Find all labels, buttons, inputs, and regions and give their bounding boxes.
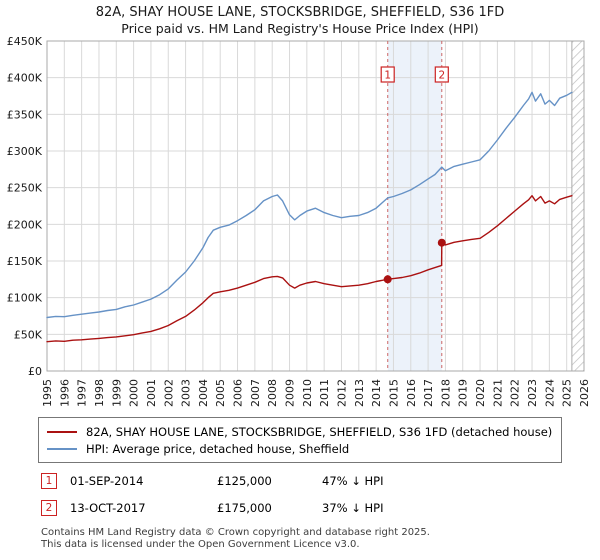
legend-label-property: 82A, SHAY HOUSE LANE, STOCKSBRIDGE, SHEF… (86, 424, 553, 439)
svg-text:2025: 2025 (561, 379, 574, 407)
legend-item-hpi: HPI: Average price, detached house, Shef… (47, 440, 553, 457)
svg-text:1999: 1999 (110, 379, 123, 407)
property-line-swatch (47, 430, 77, 433)
footer-line-1: Contains HM Land Registry data © Crown c… (41, 527, 430, 538)
transaction-2-hpi-delta: 37% ↓ HPI (322, 501, 384, 515)
svg-text:1995: 1995 (41, 379, 54, 407)
svg-text:2005: 2005 (214, 379, 227, 407)
svg-text:2003: 2003 (180, 379, 193, 407)
svg-text:2: 2 (438, 70, 445, 82)
transaction-2-price: £175,000 (217, 501, 272, 515)
svg-text:£0: £0 (28, 365, 42, 378)
svg-text:2017: 2017 (422, 379, 435, 407)
svg-text:2022: 2022 (509, 379, 522, 407)
svg-text:1996: 1996 (58, 379, 71, 407)
svg-text:2008: 2008 (266, 379, 279, 407)
legend-item-property: 82A, SHAY HOUSE LANE, STOCKSBRIDGE, SHEF… (47, 423, 553, 440)
footer-line-2: This data is licensed under the Open Gov… (41, 539, 360, 550)
hpi-line-swatch (47, 447, 77, 450)
svg-text:2013: 2013 (353, 379, 366, 407)
svg-text:2021: 2021 (491, 379, 504, 407)
svg-text:£300K: £300K (7, 145, 43, 158)
page-title: 82A, SHAY HOUSE LANE, STOCKSBRIDGE, SHEF… (95, 5, 505, 20)
page-subtitle: Price paid vs. HM Land Registry's House … (121, 21, 479, 36)
svg-text:2006: 2006 (232, 379, 245, 407)
svg-text:2018: 2018 (439, 379, 452, 407)
legend-label-hpi: HPI: Average price, detached house, Shef… (86, 441, 350, 456)
svg-text:£450K: £450K (7, 37, 43, 48)
svg-text:1998: 1998 (93, 379, 106, 407)
price-chart: 1 2 £0 £50K £100K £150K £200K £250K £300K £350K £4… (7, 37, 591, 407)
legend: 82A, SHAY HOUSE LANE, STOCKSBRIDGE, SHEF… (38, 417, 562, 463)
svg-text:1997: 1997 (76, 379, 89, 407)
transaction-2-date: 13-OCT-2017 (70, 501, 146, 515)
svg-text:2007: 2007 (249, 379, 262, 407)
svg-text:2026: 2026 (578, 379, 591, 407)
svg-text:1: 1 (384, 70, 391, 82)
svg-text:2010: 2010 (301, 379, 314, 407)
license-footer: Contains HM Land Registry data © Crown c… (41, 527, 562, 551)
transaction-1-date: 01-SEP-2014 (70, 474, 144, 488)
svg-text:2009: 2009 (284, 379, 297, 407)
svg-text:2002: 2002 (162, 379, 175, 407)
svg-text:£150K: £150K (7, 255, 43, 268)
transaction-1-badge: 1 (41, 473, 57, 489)
svg-text:2024: 2024 (543, 379, 556, 407)
svg-text:£350K: £350K (7, 108, 43, 121)
transaction-1-price: £125,000 (217, 474, 272, 488)
svg-text:2015: 2015 (388, 379, 401, 407)
svg-text:£50K: £50K (14, 328, 43, 341)
transaction-1-hpi-delta: 47% ↓ HPI (322, 474, 384, 488)
transaction-row-1: 1 01-SEP-2014 £125,000 47% ↓ HPI (41, 473, 562, 489)
svg-text:£100K: £100K (7, 292, 43, 305)
transaction-row-2: 2 13-OCT-2017 £175,000 37% ↓ HPI (41, 500, 562, 516)
svg-text:2011: 2011 (318, 379, 331, 407)
svg-text:2004: 2004 (197, 379, 210, 407)
svg-text:2020: 2020 (474, 379, 487, 407)
svg-text:£250K: £250K (7, 182, 43, 195)
svg-text:2023: 2023 (526, 379, 539, 407)
svg-text:2001: 2001 (145, 379, 158, 407)
chart-titles: 82A, SHAY HOUSE LANE, STOCKSBRIDGE, SHEF… (0, 0, 600, 37)
svg-text:2014: 2014 (370, 379, 383, 407)
transactions-list: 1 01-SEP-2014 £125,000 47% ↓ HPI 2 13-OC… (41, 473, 562, 516)
svg-text:2000: 2000 (128, 379, 141, 407)
transaction-2-badge: 2 (41, 500, 57, 516)
svg-text:2019: 2019 (457, 379, 470, 407)
svg-text:£400K: £400K (7, 72, 43, 85)
svg-text:2016: 2016 (405, 379, 418, 407)
svg-text:2012: 2012 (336, 379, 349, 407)
svg-text:£200K: £200K (7, 218, 43, 231)
